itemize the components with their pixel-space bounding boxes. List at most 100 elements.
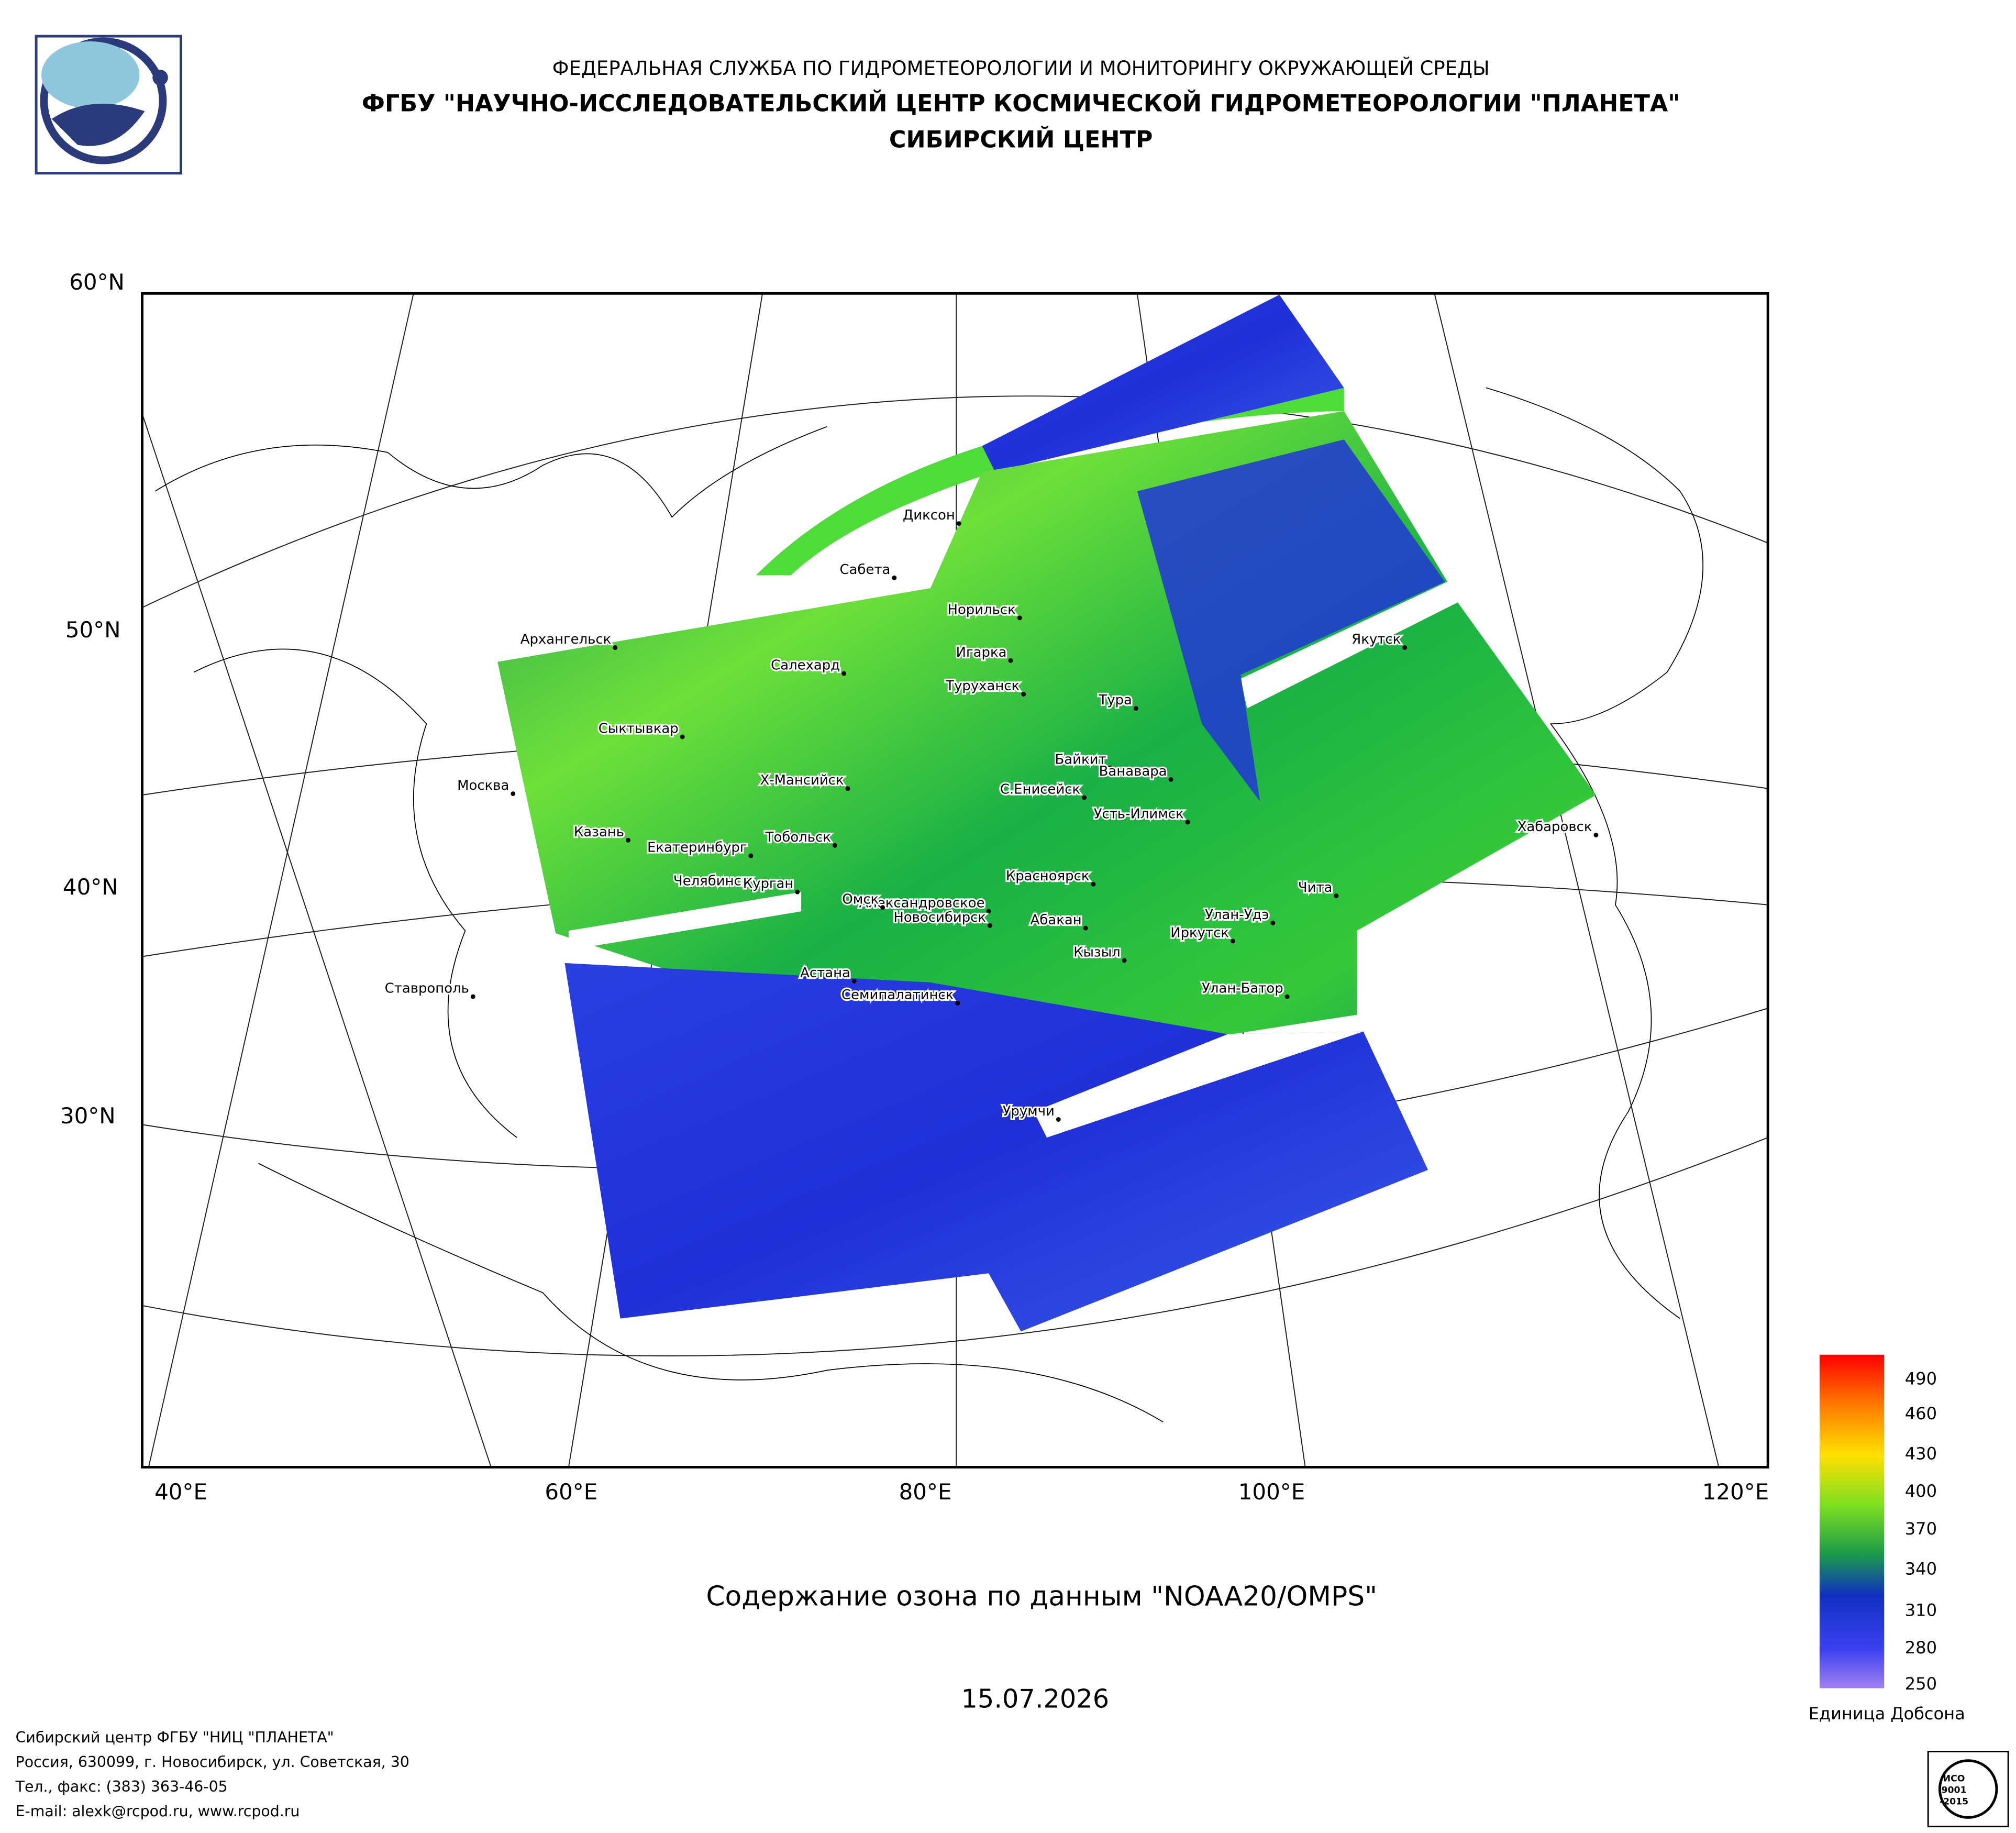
badge-text: 9001 (1942, 1785, 1967, 1795)
colorbar-tick-label: 490 (1905, 1369, 1937, 1389)
city-label: Норильск (947, 602, 1015, 617)
city-dot (1168, 777, 1173, 782)
colorbar (1819, 1354, 1885, 1688)
city-dot (880, 905, 885, 910)
lon-label: 100°E (1238, 1479, 1305, 1505)
city-dot (1017, 615, 1022, 621)
footer-line: Сибирский центр ФГБУ "НИЦ "ПЛАНЕТА" (16, 1729, 334, 1746)
city-label: Омск (842, 891, 879, 907)
city-dot (956, 521, 961, 526)
logo (35, 35, 182, 175)
lon-label: 80°E (899, 1479, 952, 1505)
swath-gap (1034, 1031, 1364, 1138)
city-dot (892, 575, 897, 580)
city-dot (988, 923, 992, 928)
city-label: Игарка (956, 645, 1007, 660)
city-dot (832, 843, 837, 848)
lon-label: 120°E (1702, 1479, 1769, 1505)
lat-label: 40°N (63, 874, 118, 900)
city-dot (845, 786, 850, 791)
lat-label: 30°N (60, 1103, 116, 1129)
coastlines (154, 387, 1704, 1422)
city-dot (613, 645, 618, 650)
city-dot (1270, 920, 1276, 925)
map-frame (141, 292, 1769, 1468)
header-agency: ФЕДЕРАЛЬНАЯ СЛУЖБА ПО ГИДРОМЕТЕОРОЛОГИИ … (552, 57, 1490, 80)
footer: Сибирский центр ФГБУ "НИЦ "ПЛАНЕТА" Росси… (15, 1729, 409, 1820)
city-dot (1284, 994, 1290, 999)
lon-label: 40°E (154, 1479, 207, 1505)
header-institute: ФГБУ "НАУЧНО-ИССЛЕДОВАТЕЛЬСКИЙ ЦЕНТР КОС… (362, 89, 1680, 117)
city-label: Тобольск (765, 830, 831, 845)
city-dot (1091, 881, 1096, 887)
city-dot (955, 1000, 960, 1006)
colorbar-tick-label: 310 (1905, 1600, 1937, 1620)
city-label: Челябинск (673, 874, 749, 889)
city-label: Якутск (1352, 632, 1401, 647)
city-label: Москва (457, 778, 509, 793)
city-label: С.Енисейск (1000, 782, 1080, 798)
colorbar-tick-label: 460 (1905, 1404, 1937, 1423)
city-label: Усть-Илимск (1094, 806, 1184, 822)
city-label: Диксон (903, 507, 955, 523)
city-dot (1185, 820, 1190, 825)
footer-line: Тел., факс: (383) 363-46-05 (15, 1778, 228, 1795)
city-dot (1082, 795, 1087, 800)
colorbar-tick-label: 370 (1905, 1519, 1937, 1539)
colorbar-tick-label: 280 (1905, 1638, 1937, 1658)
city-dot (1402, 645, 1408, 650)
map: Диксон Сабета Норильск Архангельск Салехард И… (141, 292, 1769, 1468)
colorbar-tick-label: 430 (1905, 1444, 1937, 1464)
city-label: Байкит (1055, 752, 1106, 768)
lat-label: 60°N (69, 269, 125, 295)
colorbar-ticks: 490 460 430 400 370 340 310 280 250 (1905, 1369, 1937, 1694)
lon-label: 60°E (545, 1479, 597, 1505)
date: 15.07.2026 (961, 1684, 1110, 1714)
city-label: Астана (800, 965, 850, 981)
city-dot (1122, 958, 1127, 963)
city-label: Улан-Батор (1202, 981, 1283, 997)
city-layer: Диксон Сабета Норильск Архангельск Салехард И… (383, 506, 1599, 1122)
city-label: Архангельск (520, 632, 612, 647)
city-dot (795, 889, 800, 895)
city-dot (470, 994, 475, 999)
city-dot (851, 978, 857, 984)
city-label: Хабаровск (1517, 819, 1592, 835)
footer-line: E-mail: alexk@rcpod.ru, www.rcpod.ru (16, 1803, 300, 1820)
swath (982, 294, 1344, 472)
city-dot (748, 853, 754, 858)
city-label: Курган (743, 876, 794, 892)
footer-line: Россия, 630099, г. Новосибирск, ул. Сове… (16, 1753, 409, 1771)
header-center: СИБИРСКИЙ ЦЕНТР (889, 125, 1153, 153)
city-label: Сыктывкар (599, 721, 679, 737)
iso-badge: ИСО 9001 -2015 (1927, 1751, 2009, 1828)
city-dot (841, 671, 847, 676)
city-label: Красноярск (1006, 868, 1090, 884)
city-dot (751, 887, 756, 892)
city-label: Ставрополь (385, 981, 469, 997)
badge-text: -2015 (1940, 1797, 1968, 1807)
badge-text: ИСО (1943, 1773, 1965, 1784)
lat-label: 50°N (65, 617, 121, 643)
city-dot (511, 791, 516, 796)
colorbar-tick-label: 400 (1905, 1481, 1937, 1501)
city-label: Иркутск (1170, 925, 1229, 941)
city-label: Кызыл (1073, 945, 1121, 960)
city-dot (680, 734, 685, 739)
city-label: Новосибирск (893, 910, 986, 925)
ozone-swaths (497, 294, 1596, 1332)
city-dot (1230, 938, 1235, 944)
city-dot (1056, 1117, 1061, 1122)
city-label: Туруханск (945, 678, 1020, 694)
city-label: Сабета (840, 562, 891, 578)
city-label: Чита (1298, 880, 1333, 896)
swath (756, 388, 1344, 576)
city-label: Тура (1098, 692, 1132, 708)
city-label: Александровское (859, 896, 985, 911)
city-label: Х-Мансийск (760, 772, 844, 788)
city-dot (1083, 925, 1088, 931)
city-label: Абакан (1031, 912, 1082, 928)
colorbar-unit: Единица Добсона (1809, 1704, 1965, 1724)
city-dot (625, 837, 630, 843)
